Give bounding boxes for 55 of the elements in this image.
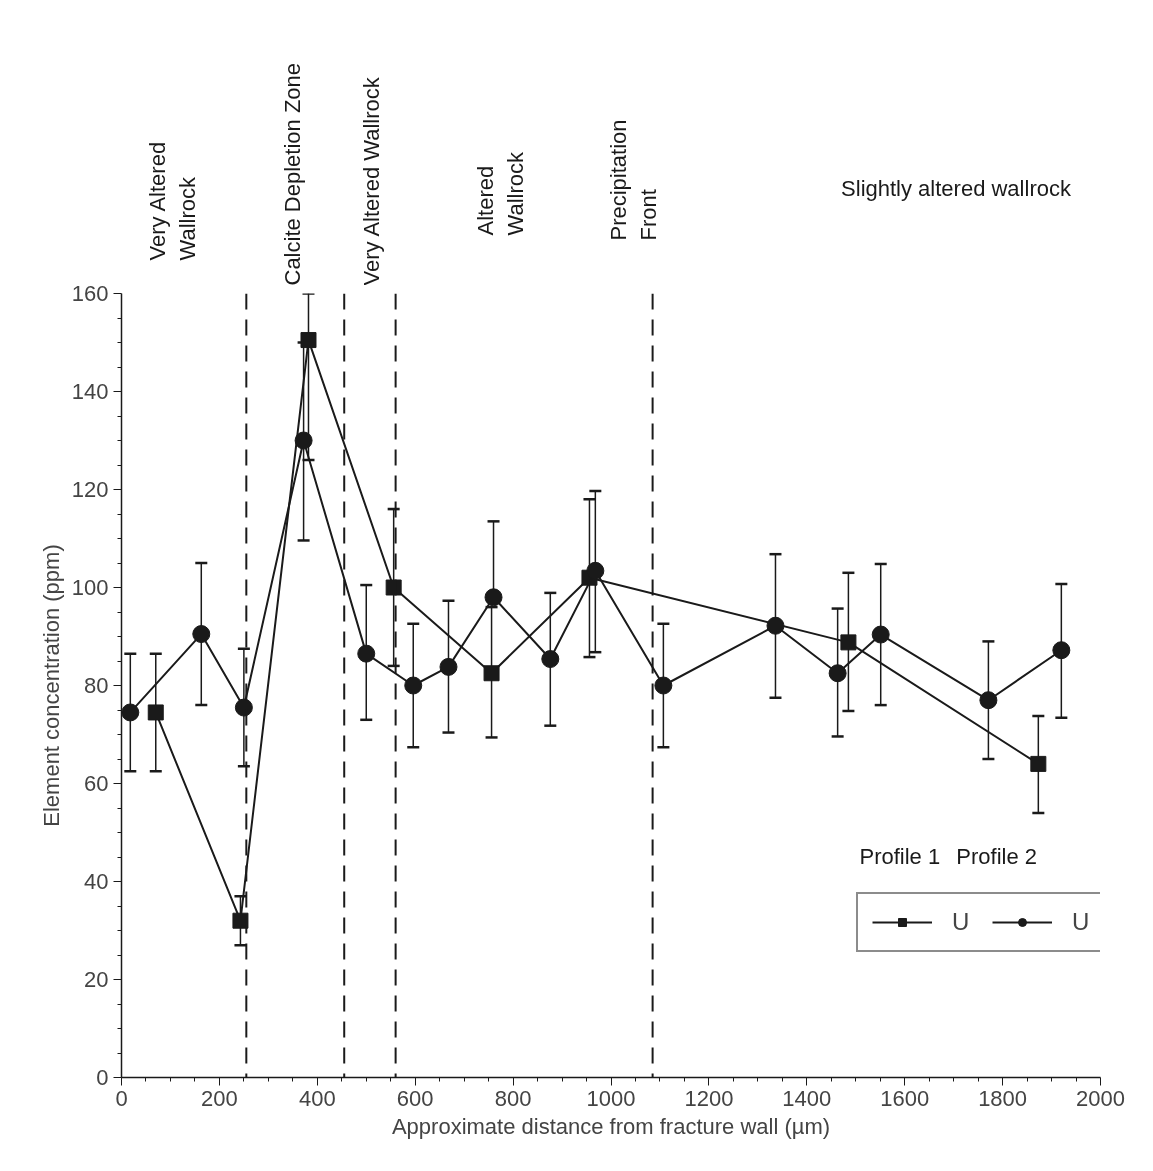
y-axis-title: Element concentration (ppm) [38, 544, 64, 827]
text: Calcite Depletion Zone [280, 62, 306, 286]
point [300, 332, 317, 349]
y-tick-label: 100 [71, 575, 109, 600]
point [147, 704, 164, 721]
point [654, 676, 673, 695]
point [234, 698, 253, 717]
x-tick-label: 1000 [586, 1085, 636, 1111]
y-tick-label: 40 [84, 869, 109, 894]
y-tick-label: 160 [71, 281, 109, 306]
x-tick-label: 0 [115, 1085, 128, 1111]
y-tick-label: 0 [96, 1065, 109, 1090]
x-tick-label: 1600 [880, 1085, 930, 1111]
point [871, 625, 890, 644]
point [192, 625, 211, 644]
text: Very Altered Wallrock [358, 76, 384, 286]
x-tick-label: 400 [298, 1085, 336, 1111]
point [1052, 641, 1071, 660]
text: Slightly altered wallrock [841, 175, 1072, 201]
x-tick-label: 2000 [1076, 1085, 1125, 1111]
legend-label: U [1072, 908, 1091, 936]
text: Precipitation Front [605, 119, 661, 241]
point [121, 703, 140, 722]
x-axis-title: Approximate distance from fracture wall (µm) [391, 1113, 831, 1139]
x-tick-label: 200 [201, 1085, 238, 1111]
point [439, 657, 458, 676]
point [232, 912, 249, 929]
point [840, 634, 857, 651]
legend-label: U [952, 908, 971, 936]
text: Altered Wallrock [473, 150, 529, 236]
y-tick-label: 20 [84, 967, 109, 992]
point [404, 676, 423, 695]
x-tick-label: 1200 [684, 1085, 734, 1111]
x-tick-label: 600 [396, 1085, 434, 1111]
point [483, 665, 500, 682]
annotation: Profile 2 [956, 844, 1038, 870]
point [541, 650, 560, 669]
x-tick-label: 1400 [782, 1085, 832, 1111]
y-tick-label: 80 [84, 673, 109, 698]
point [979, 691, 998, 710]
y-tick-label: 140 [71, 379, 109, 404]
text: Very Altered Wallrock [145, 141, 201, 261]
point [357, 644, 376, 663]
annotation: Profile 1 [859, 844, 941, 870]
x-tick-label: 1800 [978, 1085, 1028, 1111]
point [385, 579, 402, 596]
x-tick-label: 800 [494, 1085, 532, 1111]
y-tick-label: 120 [71, 477, 109, 502]
point [828, 664, 847, 683]
point [294, 431, 313, 450]
point [766, 616, 785, 635]
point [484, 588, 503, 607]
y-tick-label: 60 [84, 771, 109, 796]
point [586, 561, 605, 580]
point [1030, 755, 1047, 772]
